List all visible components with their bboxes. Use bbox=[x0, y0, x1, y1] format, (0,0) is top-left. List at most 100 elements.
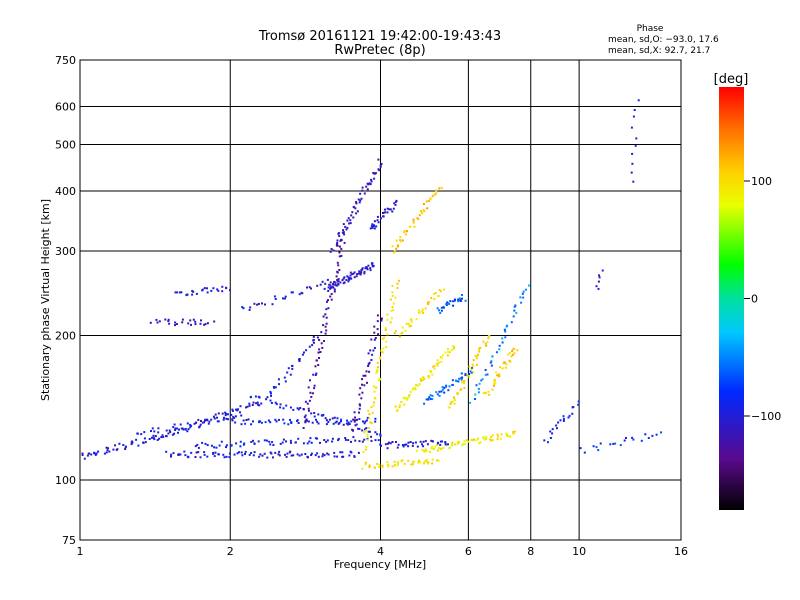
echo-point bbox=[374, 439, 377, 442]
echo-point bbox=[310, 287, 312, 290]
echo-point bbox=[97, 450, 100, 453]
echo-point bbox=[511, 353, 514, 356]
echo-point bbox=[212, 287, 215, 290]
echo-point bbox=[510, 355, 513, 358]
echo-point bbox=[337, 283, 340, 285]
echo-point bbox=[186, 293, 189, 296]
echo-point bbox=[274, 401, 277, 404]
echo-point bbox=[475, 357, 478, 360]
echo-point bbox=[407, 441, 410, 444]
echo-point bbox=[405, 233, 407, 236]
echo-point bbox=[381, 337, 384, 340]
echo-point bbox=[315, 418, 317, 421]
echo-point bbox=[179, 291, 181, 294]
echo-point bbox=[471, 366, 473, 369]
echo-point bbox=[597, 449, 600, 452]
echo-point bbox=[426, 443, 429, 446]
echo-point bbox=[353, 206, 356, 209]
echo-point bbox=[445, 384, 448, 387]
echo-point bbox=[225, 417, 228, 420]
echo-point bbox=[336, 261, 339, 264]
echo-point bbox=[461, 376, 464, 379]
echo-point bbox=[395, 239, 398, 242]
echo-point bbox=[344, 225, 347, 228]
echo-point bbox=[463, 379, 466, 382]
echo-point bbox=[557, 421, 560, 424]
echo-point bbox=[404, 397, 407, 399]
echo-point bbox=[296, 407, 299, 410]
echo-point bbox=[306, 419, 308, 422]
echo-point bbox=[478, 350, 481, 353]
echo-point bbox=[261, 302, 263, 305]
echo-point bbox=[420, 212, 423, 214]
echo-point bbox=[354, 207, 357, 210]
echo-point bbox=[525, 288, 527, 291]
echo-point bbox=[279, 406, 282, 409]
echo-point bbox=[231, 408, 234, 411]
echo-point bbox=[239, 445, 242, 448]
echo-point bbox=[410, 318, 413, 321]
echo-point bbox=[372, 349, 375, 352]
echo-point bbox=[346, 423, 349, 426]
echo-point bbox=[151, 427, 154, 430]
echo-point bbox=[427, 375, 430, 377]
echo-point bbox=[170, 453, 173, 456]
echo-point bbox=[310, 452, 313, 455]
echo-point bbox=[384, 208, 386, 211]
echo-point bbox=[476, 363, 478, 366]
echo-point bbox=[344, 437, 347, 439]
echo-point bbox=[161, 434, 164, 437]
echo-point bbox=[264, 421, 267, 424]
echo-point bbox=[415, 318, 418, 321]
echo-point bbox=[443, 288, 446, 291]
echo-point bbox=[143, 431, 146, 434]
echo-point bbox=[241, 454, 244, 457]
x-tick-label: 2 bbox=[227, 545, 234, 558]
chart-subtitle: RwPretec (8p) bbox=[334, 43, 425, 58]
echo-point bbox=[549, 430, 552, 433]
echo-point bbox=[461, 444, 464, 447]
echo-point bbox=[228, 456, 231, 459]
echo-point bbox=[364, 374, 367, 377]
echo-point bbox=[489, 361, 492, 364]
echo-point bbox=[444, 441, 447, 444]
echo-point bbox=[522, 296, 525, 299]
echo-point bbox=[379, 434, 382, 437]
echo-point bbox=[567, 416, 570, 419]
echo-point bbox=[460, 377, 462, 380]
echo-point bbox=[244, 453, 246, 455]
echo-point bbox=[493, 381, 496, 384]
echo-point bbox=[196, 443, 199, 446]
echo-point bbox=[357, 427, 360, 430]
echo-point bbox=[439, 443, 442, 446]
echo-point bbox=[307, 386, 310, 389]
echo-point bbox=[308, 286, 311, 289]
echo-point bbox=[437, 441, 439, 444]
echo-point bbox=[601, 269, 604, 272]
echo-point bbox=[225, 455, 228, 458]
echo-point bbox=[154, 435, 157, 438]
echo-point bbox=[336, 244, 339, 247]
echo-point bbox=[242, 307, 245, 310]
echo-point bbox=[206, 419, 209, 422]
echo-point bbox=[412, 387, 415, 390]
echo-point bbox=[394, 330, 397, 333]
echo-point bbox=[397, 245, 399, 248]
echo-point bbox=[364, 267, 367, 270]
echo-point bbox=[438, 187, 441, 190]
echo-point bbox=[514, 304, 517, 307]
echo-point bbox=[393, 464, 396, 467]
echo-point bbox=[298, 293, 301, 296]
echo-point bbox=[443, 391, 446, 394]
echo-point bbox=[427, 376, 430, 379]
echo-point bbox=[630, 171, 633, 174]
echo-point bbox=[288, 451, 291, 454]
echo-point bbox=[401, 239, 404, 242]
echo-point bbox=[269, 421, 272, 424]
echo-point bbox=[432, 365, 435, 368]
echo-point bbox=[313, 387, 316, 390]
echo-point bbox=[289, 373, 292, 376]
echo-point bbox=[551, 432, 554, 435]
echo-point bbox=[298, 454, 301, 457]
echo-point bbox=[355, 202, 358, 205]
